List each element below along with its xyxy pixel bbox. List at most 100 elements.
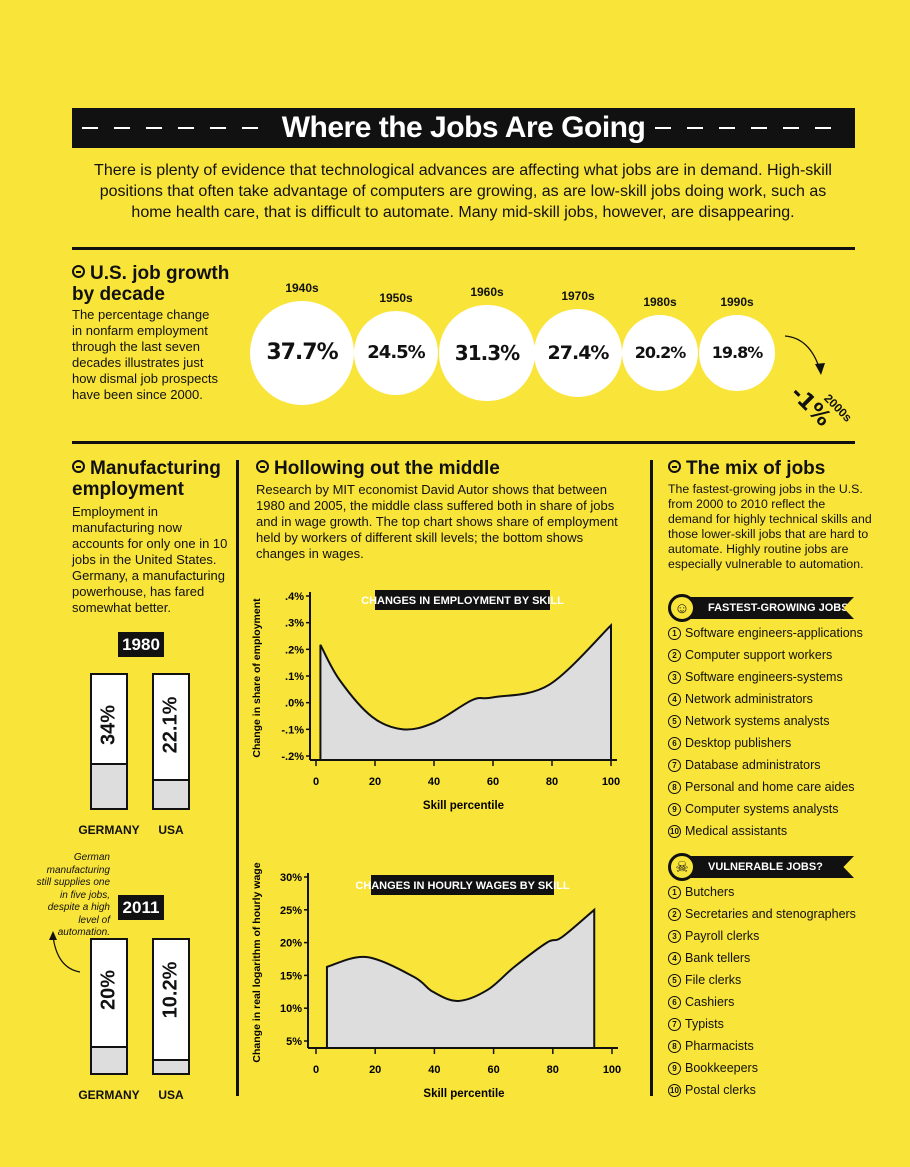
section-title: Hollowing out the middle [274, 458, 500, 479]
chart-title-box [375, 590, 550, 610]
decade-label: 1950s [379, 290, 413, 305]
bar-value: 20% [97, 969, 120, 1011]
bar-value: 34% [97, 704, 120, 746]
fastest-jobs-header: ☺ FASTEST-GROWING JOBS [668, 594, 854, 622]
job-name: Personal and home care aides [685, 780, 855, 794]
decade-circle: 37.7% [249, 300, 355, 406]
list-item: 9 Computer systems analysts [668, 802, 839, 816]
job-name: Pharmacists [685, 1039, 754, 1053]
y-tick-label: .2% [285, 644, 304, 656]
decade-label: 1940s [285, 280, 319, 295]
y-tick-label: 10% [280, 1003, 302, 1015]
column-divider [650, 460, 653, 1096]
job-name: Network systems analysts [685, 714, 830, 728]
section-title: Manufacturing employment [72, 458, 221, 500]
number-badge: 7 [668, 758, 681, 772]
x-axis-label: Skill percentile [423, 800, 504, 812]
minus-circle-icon [256, 460, 269, 473]
number-badge: 1 [668, 885, 681, 899]
y-tick-label: 30% [280, 872, 302, 884]
curved-arrow-icon [49, 931, 81, 973]
country-label: GERMANY [78, 823, 140, 837]
job-name: File clerks [685, 973, 742, 987]
decade-circle: 31.3% [439, 305, 535, 401]
x-axis-label: Skill percentile [423, 1088, 504, 1100]
list-item: 6 Desktop publishers [668, 736, 791, 750]
y-axis-label: Change in share of employment [251, 598, 263, 758]
divider [72, 441, 855, 444]
x-tick-label: 60 [487, 1064, 499, 1076]
manufacturing-bar: 20% [90, 938, 128, 1075]
y-tick-label: 5% [286, 1036, 302, 1048]
x-tick-label: 80 [547, 1064, 559, 1076]
vulnerable-jobs-header: ☠ VULNERABLE JOBS? [668, 853, 854, 881]
chart-title-box [371, 875, 554, 895]
list-item: 8 Pharmacists [668, 1039, 754, 1053]
list-item: 10 Postal clerks [668, 1083, 756, 1097]
year-label: 2011 [118, 895, 164, 920]
column-divider [236, 460, 239, 1096]
number-badge: 1 [668, 626, 681, 640]
job-name: Computer systems analysts [685, 802, 839, 816]
number-badge: 10 [668, 824, 681, 838]
list-item: 5 Network systems analysts [668, 714, 829, 728]
bar-fill [92, 762, 126, 808]
chart-title: CHANGES IN EMPLOYMENT BY SKILL [361, 595, 564, 607]
decade-2000s: 2000s -1% [785, 372, 855, 442]
job-name: Desktop publishers [685, 736, 792, 750]
list-item: 8 Personal and home care aides [668, 780, 855, 794]
y-tick-label: 25% [280, 905, 302, 917]
job-name: Postal clerks [685, 1083, 756, 1097]
manufacturing-section: Manufacturing employment Employment in m… [72, 458, 234, 616]
number-badge: 5 [668, 714, 681, 728]
number-badge: 4 [668, 951, 681, 965]
job-name: Payroll clerks [685, 929, 760, 943]
job-name: Butchers [685, 885, 735, 899]
number-badge: 6 [668, 995, 681, 1009]
country-label: GERMANY [78, 1088, 140, 1102]
y-tick-label: -.1% [281, 724, 304, 736]
intro-text: There is plenty of evidence that technol… [94, 162, 832, 221]
x-tick-label: 100 [603, 1064, 621, 1076]
list-item: 4 Network administrators [668, 692, 813, 706]
bar-fill [92, 1046, 126, 1073]
bar-fill [154, 778, 188, 808]
x-tick-label: 0 [313, 776, 319, 788]
y-tick-label: 20% [280, 938, 302, 950]
y-tick-label: .4% [285, 591, 304, 603]
job-name: Database administrators [685, 758, 821, 772]
list-item: 2 Computer support workers [668, 648, 832, 662]
section-description: The percentage change in nonfarm employm… [72, 307, 218, 402]
manufacturing-bar: 10.2% [152, 938, 190, 1075]
section-title: U.S. job growth by decade [72, 263, 230, 305]
job-name: Cashiers [685, 995, 735, 1009]
mix-section: The mix of jobs The fastest-growing jobs… [668, 458, 876, 572]
number-badge: 5 [668, 973, 681, 987]
x-tick-label: 80 [546, 776, 558, 788]
list-item: 3 Software engineers-systems [668, 670, 843, 684]
year-label: 1980 [118, 632, 164, 657]
number-badge: 9 [668, 1061, 681, 1075]
number-badge: 8 [668, 780, 681, 794]
decade-circle: 19.8% [699, 315, 775, 391]
list-item: 10 Medical assistants [668, 824, 787, 838]
bar-fill [154, 1059, 188, 1073]
x-tick-label: 100 [602, 776, 620, 788]
data-area [325, 907, 596, 1049]
job-name: Software engineers-applications [685, 626, 863, 640]
x-tick-label: 40 [428, 776, 440, 788]
decade-value: 20.2% [634, 343, 687, 363]
dash-decoration [82, 127, 272, 129]
number-badge: 6 [668, 736, 681, 750]
decade-value: 19.8% [711, 343, 764, 363]
decade-label: 1990s [720, 295, 754, 310]
decade-value: -1% [785, 381, 836, 432]
y-tick-label: .3% [285, 618, 304, 630]
number-badge: 4 [668, 692, 681, 706]
x-tick-label: 40 [428, 1064, 440, 1076]
section-description: Employment in manufacturing now accounts… [72, 504, 228, 615]
y-tick-label: 15% [280, 970, 302, 982]
decade-label: 1970s [561, 288, 595, 303]
number-badge: 10 [668, 1083, 681, 1097]
y-tick-label: .0% [285, 698, 304, 710]
